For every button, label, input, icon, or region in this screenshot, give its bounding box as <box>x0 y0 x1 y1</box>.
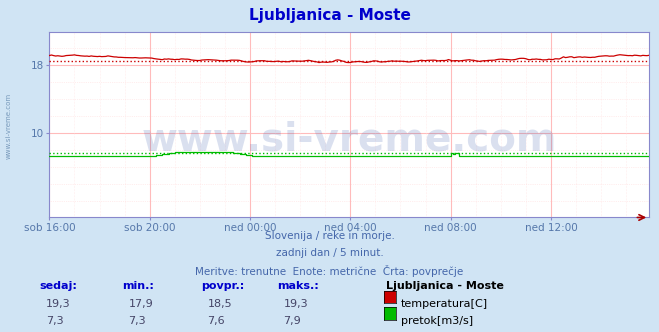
Text: Meritve: trenutne  Enote: metrične  Črta: povprečje: Meritve: trenutne Enote: metrične Črta: … <box>195 265 464 277</box>
Text: www.si-vreme.com: www.si-vreme.com <box>5 93 11 159</box>
Text: Slovenija / reke in morje.: Slovenija / reke in morje. <box>264 231 395 241</box>
Text: zadnji dan / 5 minut.: zadnji dan / 5 minut. <box>275 248 384 258</box>
Text: pretok[m3/s]: pretok[m3/s] <box>401 316 473 326</box>
Text: 7,3: 7,3 <box>129 316 146 326</box>
Text: povpr.:: povpr.: <box>201 281 244 290</box>
Text: maks.:: maks.: <box>277 281 318 290</box>
Text: 18,5: 18,5 <box>208 299 232 309</box>
Text: www.si-vreme.com: www.si-vreme.com <box>142 121 557 158</box>
Text: min.:: min.: <box>122 281 154 290</box>
Text: 19,3: 19,3 <box>46 299 71 309</box>
Text: Ljubljanica - Moste: Ljubljanica - Moste <box>248 8 411 23</box>
Text: 17,9: 17,9 <box>129 299 154 309</box>
Text: 19,3: 19,3 <box>283 299 308 309</box>
Text: 7,3: 7,3 <box>46 316 64 326</box>
Text: temperatura[C]: temperatura[C] <box>401 299 488 309</box>
Text: 7,6: 7,6 <box>208 316 225 326</box>
Text: sedaj:: sedaj: <box>40 281 77 290</box>
Text: Ljubljanica - Moste: Ljubljanica - Moste <box>386 281 503 290</box>
Text: 7,9: 7,9 <box>283 316 301 326</box>
